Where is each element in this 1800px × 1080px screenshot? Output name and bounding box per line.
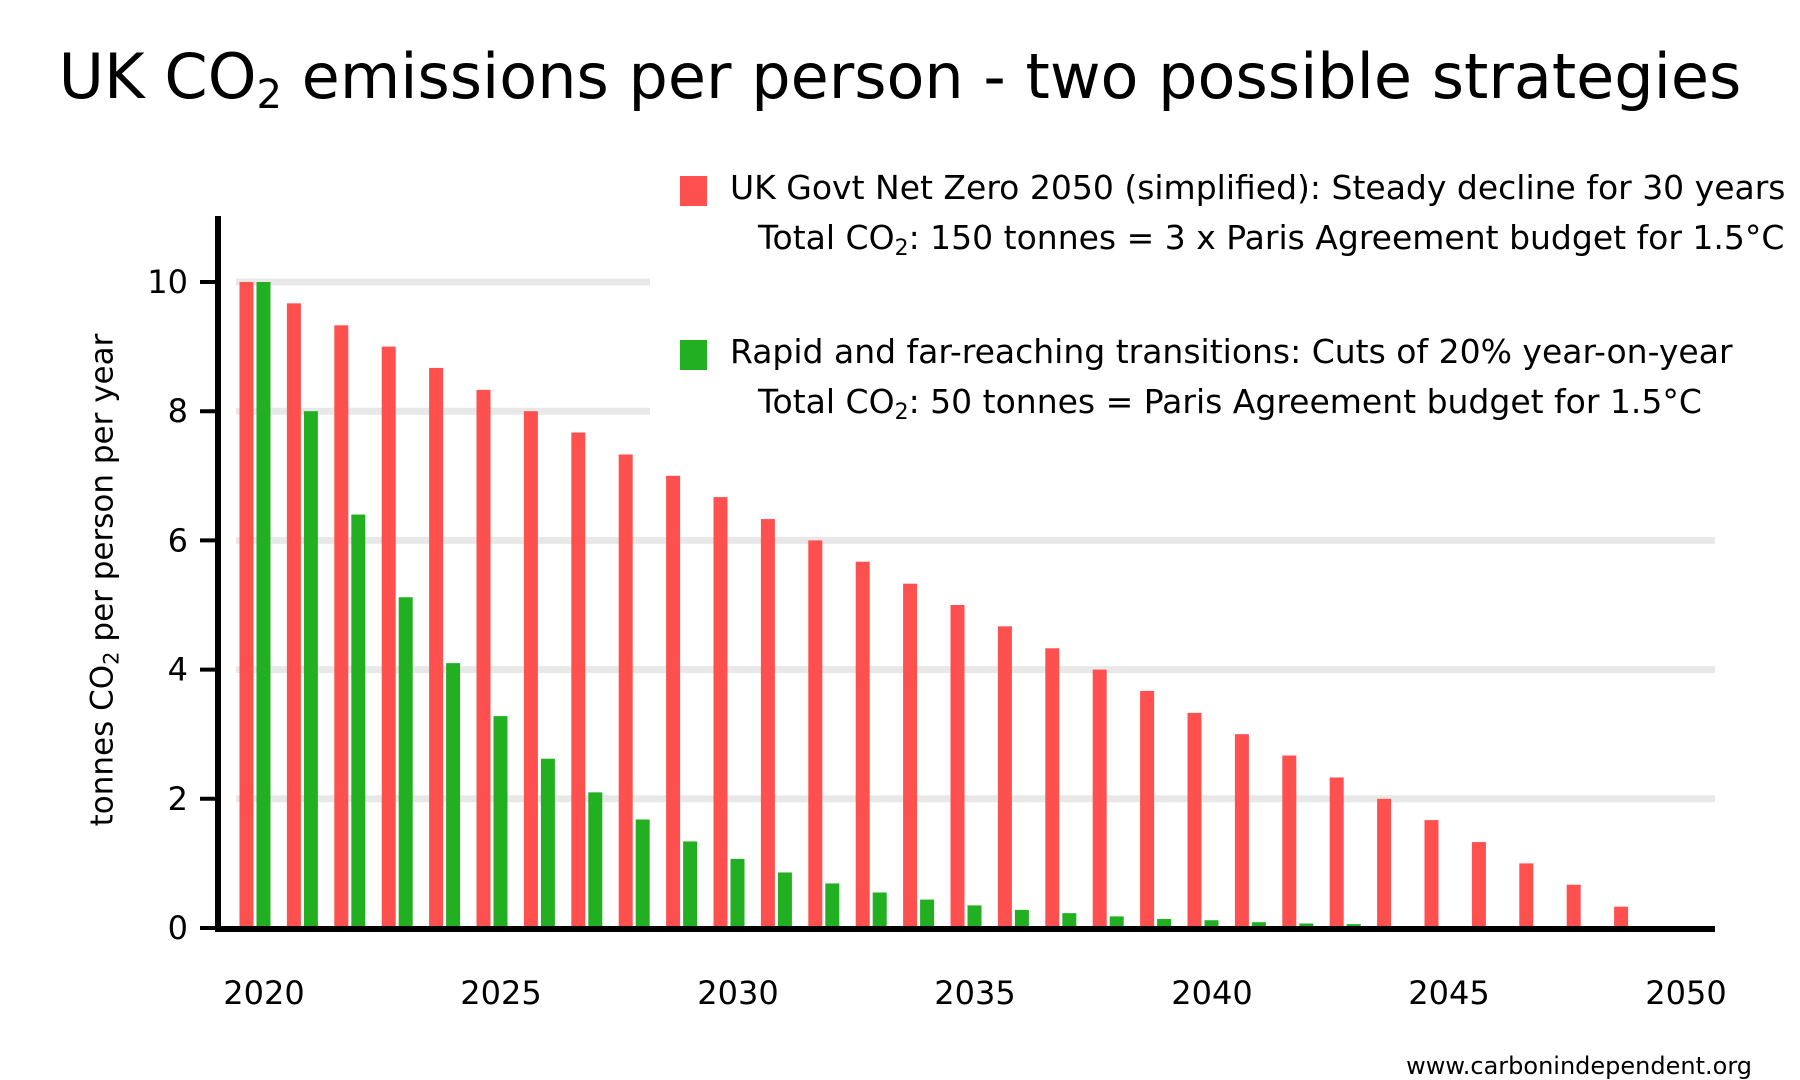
bar-rapid-2035: [967, 905, 982, 928]
bar-rapid-2028: [635, 819, 650, 928]
bar-net-zero-2021: [286, 303, 301, 928]
bar-net-zero-2034: [903, 583, 918, 928]
bar-net-zero-2036: [997, 626, 1012, 928]
bar-net-zero-2020: [239, 282, 254, 928]
x-tick-label: 2025: [460, 974, 541, 1012]
bar-net-zero-2031: [760, 519, 775, 928]
y-tick-labels: 0 2 4 6 8 10: [147, 263, 188, 947]
x-tick-labels: 2020 2025 2030 2035 2040 2045 2050: [223, 974, 1726, 1012]
x-tick-label: 2035: [934, 974, 1015, 1012]
x-tick-label: 2045: [1408, 974, 1489, 1012]
bar-net-zero-2042: [1282, 755, 1297, 928]
bar-rapid-2034: [920, 899, 935, 928]
bar-rapid-2020: [256, 282, 271, 928]
bar-net-zero-2048: [1566, 884, 1581, 928]
legend-total-net-zero: Total CO2: 150 tonnes = 3 x Paris Agreem…: [758, 218, 1785, 261]
bar-net-zero-2025: [476, 389, 491, 929]
bar-net-zero-2043: [1329, 777, 1344, 928]
bar-rapid-2040: [1204, 920, 1219, 928]
x-tick-label: 2020: [223, 974, 304, 1012]
bar-net-zero-2047: [1519, 863, 1534, 928]
bar-marks: [239, 282, 1629, 929]
x-tick-label: 2040: [1171, 974, 1252, 1012]
bar-net-zero-2049: [1614, 906, 1629, 928]
bar-net-zero-2032: [808, 540, 823, 928]
bar-rapid-2026: [540, 758, 555, 928]
legend-swatch-rapid: [680, 340, 707, 370]
bar-net-zero-2022: [334, 325, 349, 929]
bar-net-zero-2029: [666, 475, 681, 928]
bar-rapid-2037: [1062, 913, 1077, 928]
bar-rapid-2030: [730, 858, 745, 928]
bar-rapid-2032: [825, 883, 840, 928]
bar-net-zero-2024: [429, 367, 444, 929]
bar-net-zero-2030: [713, 497, 728, 928]
bar-net-zero-2028: [618, 454, 633, 928]
source-credit: www.carbonindependent.org: [1406, 1052, 1752, 1080]
legend-total-rapid: Total CO2: 50 tonnes = Paris Agreement b…: [758, 382, 1702, 425]
bar-rapid-2041: [1251, 922, 1266, 928]
y-tick-label: 4: [168, 651, 188, 689]
bar-rapid-2022: [351, 514, 366, 928]
bar-rapid-2042: [1299, 923, 1314, 928]
bar-net-zero-2033: [855, 561, 870, 928]
y-tick-label: 6: [168, 521, 188, 559]
bar-rapid-2025: [493, 716, 508, 928]
x-tick-label: 2030: [697, 974, 778, 1012]
bar-rapid-2033: [872, 892, 887, 928]
y-tick-label: 10: [147, 263, 188, 301]
bar-rapid-2021: [303, 411, 318, 928]
bar-rapid-2027: [588, 792, 603, 928]
bar-rapid-2023: [398, 597, 413, 928]
bar-net-zero-2023: [381, 346, 396, 929]
bar-net-zero-2037: [1045, 648, 1060, 928]
bar-net-zero-2044: [1377, 798, 1392, 928]
bar-net-zero-2041: [1234, 734, 1249, 928]
bar-rapid-2036: [1014, 909, 1029, 928]
bar-net-zero-2039: [1140, 690, 1155, 928]
bar-net-zero-2046: [1471, 842, 1486, 928]
y-tick-label: 0: [168, 909, 188, 947]
axes: [200, 216, 1715, 932]
y-axis-label: tonnes CO2 per person per year: [84, 333, 124, 827]
bar-rapid-2039: [1157, 918, 1172, 928]
chart-title: UK CO2 emissions per person - two possib…: [58, 40, 1742, 118]
bar-rapid-2038: [1109, 916, 1124, 928]
bar-rapid-2029: [683, 841, 698, 928]
bar-net-zero-2027: [571, 432, 586, 928]
legend-label-rapid: Rapid and far-reaching transitions: Cuts…: [730, 332, 1733, 371]
y-tick-label: 8: [168, 392, 188, 430]
bar-net-zero-2038: [1092, 669, 1107, 928]
bar-rapid-2031: [777, 872, 792, 928]
bar-rapid-2024: [446, 663, 461, 928]
legend-swatch-net-zero: [680, 176, 707, 206]
bar-net-zero-2026: [523, 411, 538, 928]
x-tick-label: 2050: [1645, 974, 1726, 1012]
y-tick-label: 2: [168, 780, 188, 818]
bar-net-zero-2035: [950, 605, 965, 928]
bar-net-zero-2045: [1424, 820, 1439, 928]
bar-net-zero-2040: [1187, 712, 1202, 928]
legend-label-net-zero: UK Govt Net Zero 2050 (simplified): Stea…: [730, 168, 1786, 207]
